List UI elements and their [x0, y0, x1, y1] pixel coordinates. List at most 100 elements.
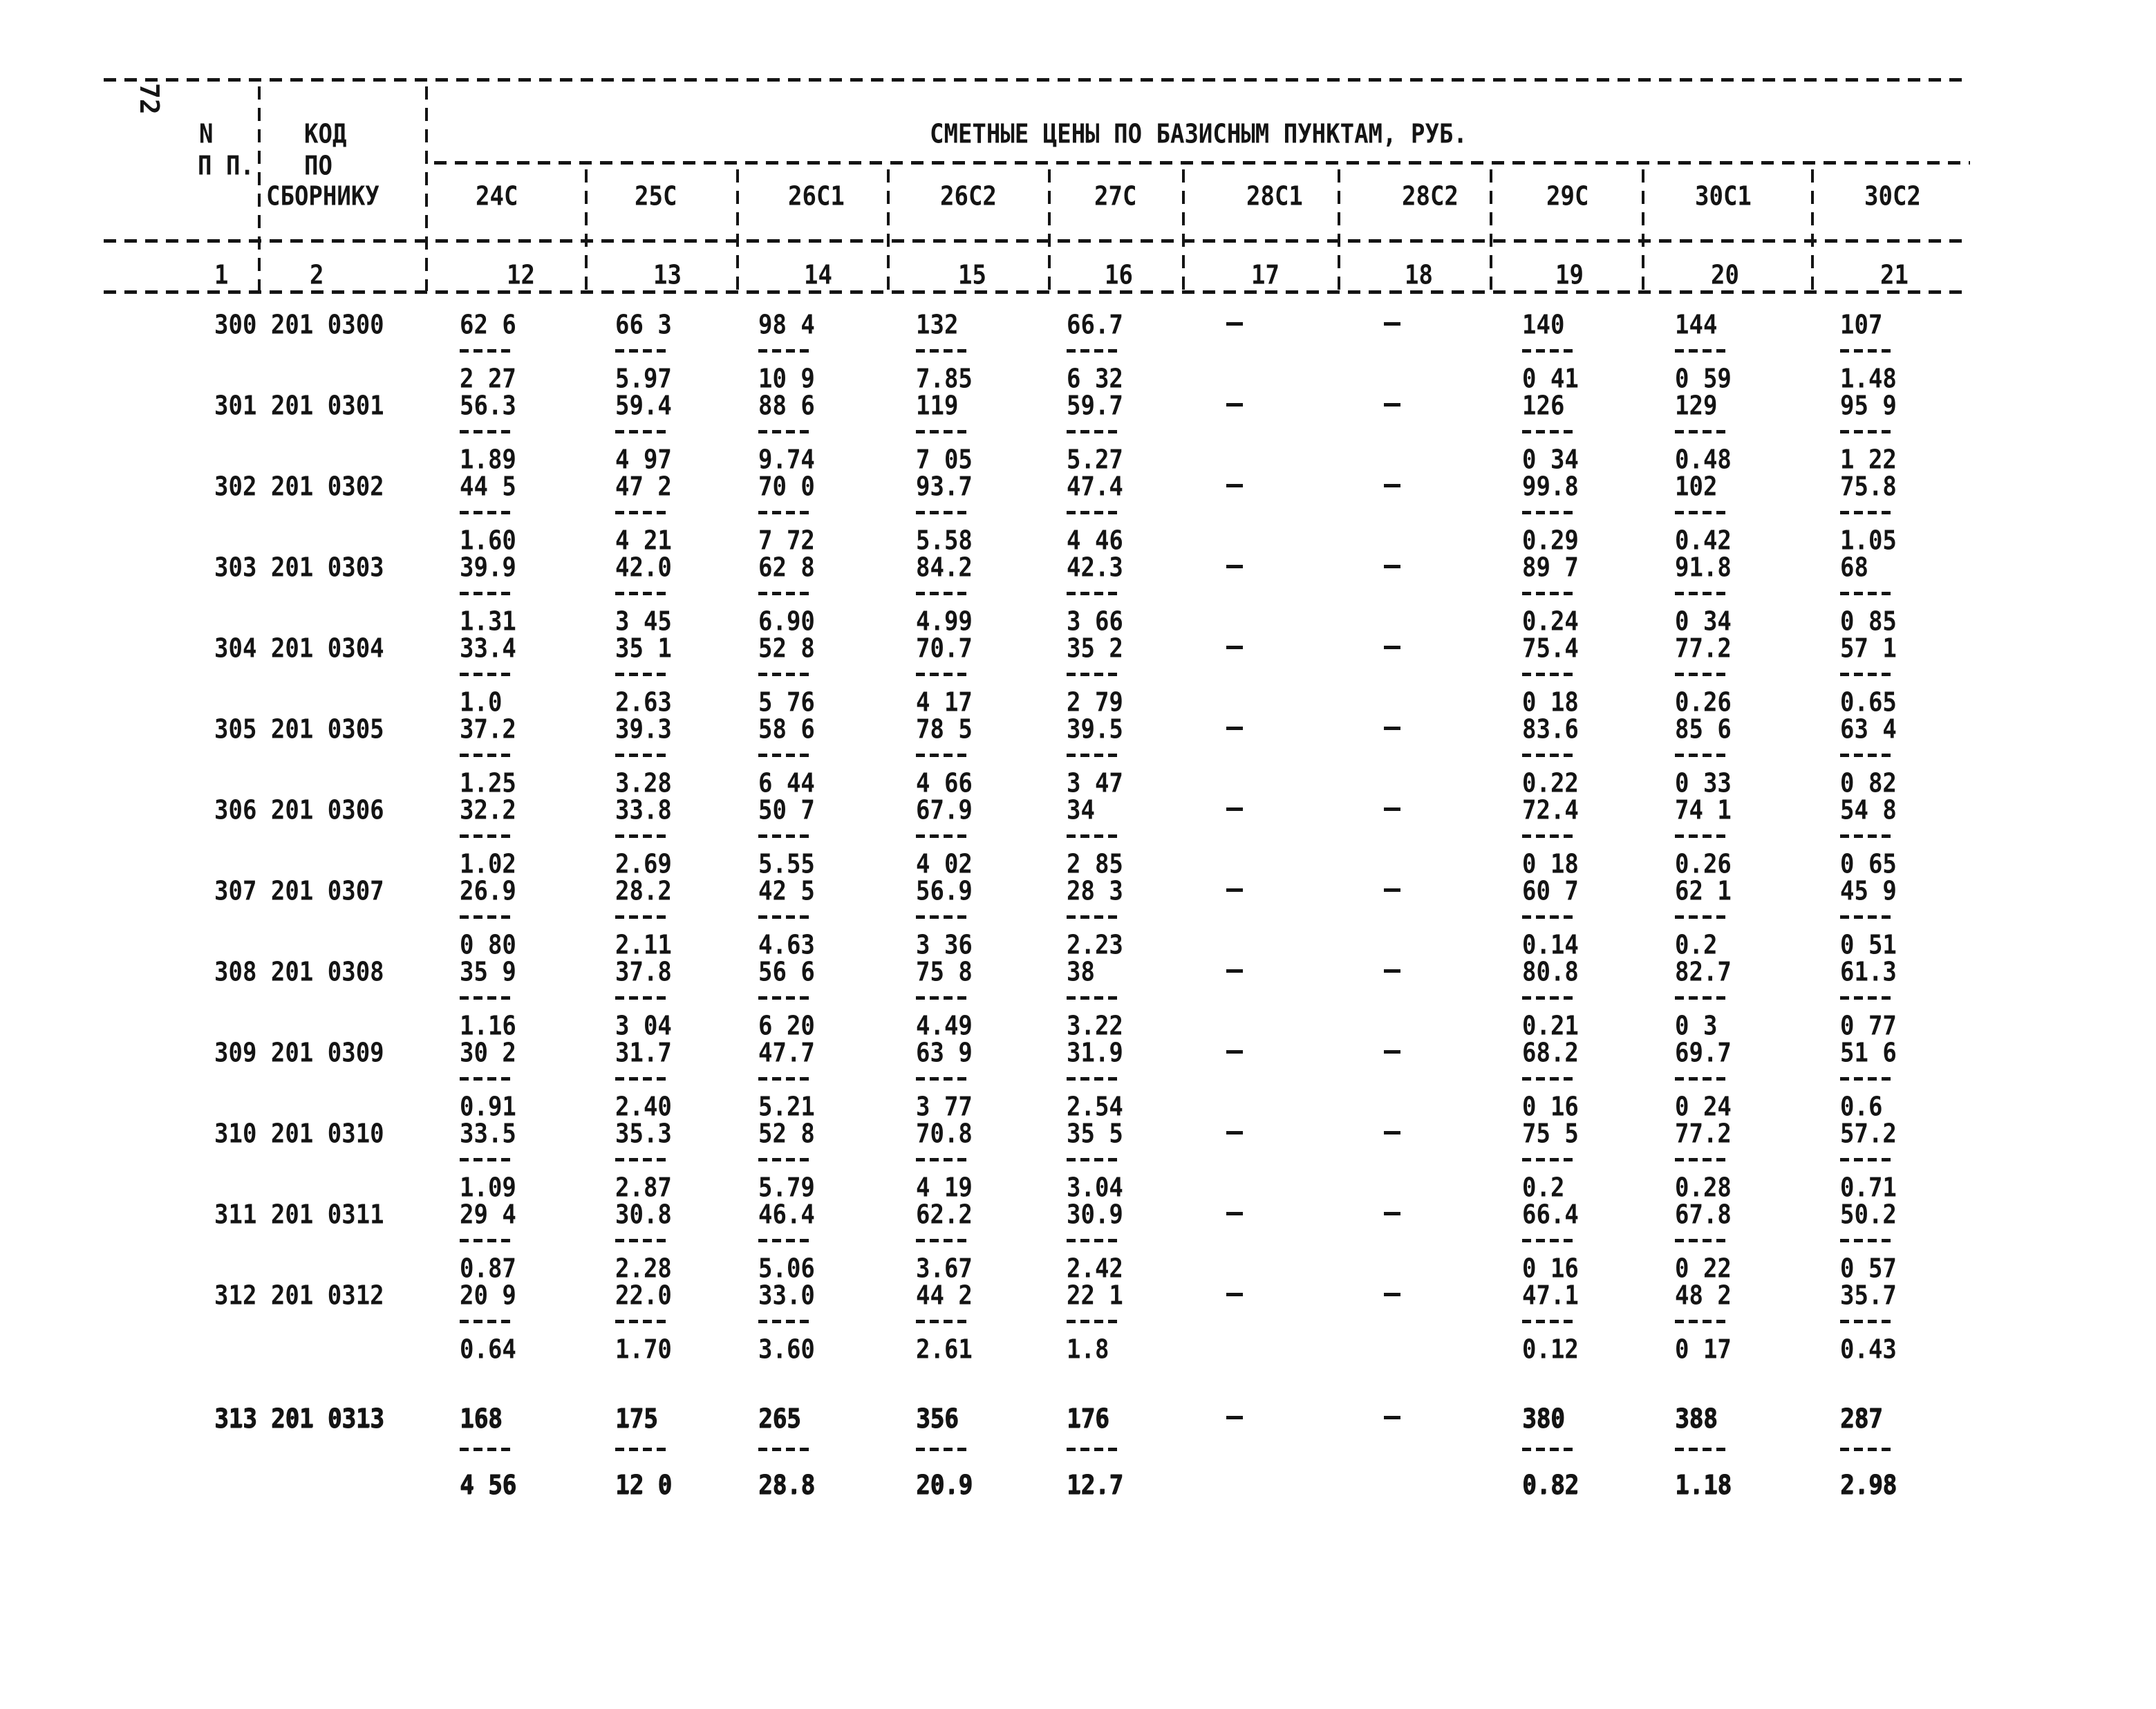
cell-top-value: 74 1 — [1675, 795, 1732, 826]
fraction-bar — [758, 349, 814, 353]
cell-top-value: 62.2 — [916, 1199, 973, 1231]
column-separator — [1490, 169, 1492, 291]
fraction-bar — [916, 1239, 971, 1242]
cell-bottom-value: 0 24 — [1675, 1092, 1732, 1123]
cell-bottom-value: 0 17 — [1675, 1334, 1732, 1365]
fraction-bar — [1675, 592, 1730, 595]
cell-top-value: 66.7 — [1067, 310, 1123, 341]
cell-bottom-value: 3.22 — [1067, 1011, 1123, 1042]
fraction-bar — [1522, 430, 1577, 433]
fraction-bar — [1067, 1158, 1122, 1161]
cell-bottom-value: 0.42 — [1675, 525, 1732, 557]
fraction-bar — [1840, 673, 1895, 676]
fraction-bar — [460, 1077, 515, 1081]
cell-top-value: 91.8 — [1675, 552, 1732, 583]
no-value-dash — [1384, 403, 1400, 407]
cell-bottom-value: 2.28 — [615, 1253, 672, 1285]
cell-top-value: 132 — [916, 310, 959, 341]
cell-top-value: 44 5 — [460, 471, 516, 503]
fraction-bar — [1067, 349, 1122, 353]
no-value-dash — [1226, 727, 1243, 730]
cell-top-value: 44 2 — [916, 1280, 973, 1311]
cell-bottom-value: 20.9 — [916, 1470, 973, 1501]
cell-top-value: 93.7 — [916, 471, 973, 503]
price-column-index-15: 15 — [958, 260, 986, 291]
no-value-dash — [1384, 969, 1400, 973]
cell-bottom-value: 28.8 — [758, 1470, 815, 1501]
cell-bottom-value: 2.69 — [615, 849, 672, 880]
cell-bottom-value: 4 19 — [916, 1173, 973, 1204]
fraction-bar — [615, 511, 671, 514]
row-id: 300 201 0300 — [214, 310, 384, 341]
cell-bottom-value: 0 22 — [1675, 1253, 1732, 1285]
fraction-bar — [1522, 834, 1577, 838]
cell-bottom-value: 2.54 — [1067, 1092, 1123, 1123]
cell-top-value: 56 6 — [758, 957, 815, 988]
cell-bottom-value: 4 46 — [1067, 525, 1123, 557]
price-column-index-16: 16 — [1105, 260, 1133, 291]
cell-top-value: 33.0 — [758, 1280, 815, 1311]
cell-top-value: 59.7 — [1067, 391, 1123, 422]
fraction-bar — [1675, 915, 1730, 919]
price-column-header-28С1: 28С1 — [1246, 181, 1303, 212]
cell-bottom-value: 3.67 — [916, 1253, 973, 1285]
no-value-dash — [1226, 1212, 1243, 1215]
cell-bottom-value: 0 57 — [1840, 1253, 1897, 1285]
fraction-bar — [1840, 430, 1895, 433]
cell-bottom-value: 1.09 — [460, 1173, 516, 1204]
cell-bottom-value: 4.49 — [916, 1011, 973, 1042]
col-code-header-line3: СБОРНИКУ — [266, 181, 379, 212]
cell-bottom-value: 0.64 — [460, 1334, 516, 1365]
cell-top-value: 48 2 — [1675, 1280, 1732, 1311]
fraction-bar — [1675, 1320, 1730, 1323]
cell-bottom-value: 6.90 — [758, 606, 815, 637]
cell-bottom-value: 6 44 — [758, 768, 815, 799]
fraction-bar — [1840, 996, 1895, 1000]
no-value-dash — [1384, 1293, 1400, 1296]
cell-top-value: 356 — [916, 1403, 959, 1435]
row-id: 313 201 0313 — [214, 1403, 384, 1435]
fraction-bar — [758, 673, 814, 676]
no-value-dash — [1384, 727, 1400, 730]
cell-bottom-value: 0 34 — [1522, 445, 1579, 476]
cell-bottom-value: 0.43 — [1840, 1334, 1897, 1365]
cell-bottom-value: 0 59 — [1675, 364, 1732, 395]
cell-bottom-value: 1 22 — [1840, 445, 1897, 476]
column-separator — [1182, 169, 1185, 291]
fraction-bar — [916, 1448, 971, 1451]
cell-bottom-value: 3 04 — [615, 1011, 672, 1042]
cell-bottom-value: 2 27 — [460, 364, 516, 395]
cell-bottom-value: 2.11 — [615, 930, 672, 961]
cell-bottom-value: 6 32 — [1067, 364, 1123, 395]
column-separator — [1642, 169, 1644, 291]
cell-top-value: 72.4 — [1522, 795, 1579, 826]
cell-bottom-value: 1.31 — [460, 606, 516, 637]
cell-top-value: 35 9 — [460, 957, 516, 988]
cell-bottom-value: 2 79 — [1067, 687, 1123, 718]
fraction-bar — [460, 915, 515, 919]
row-id: 304 201 0304 — [214, 633, 384, 664]
fraction-bar — [758, 834, 814, 838]
cell-top-value: 39.5 — [1067, 714, 1123, 745]
price-column-index-17: 17 — [1251, 260, 1279, 291]
fraction-bar — [758, 996, 814, 1000]
cell-bottom-value: 0 77 — [1840, 1011, 1897, 1042]
cell-top-value: 95 9 — [1840, 391, 1897, 422]
fraction-bar — [460, 1448, 515, 1451]
cell-bottom-value: 5.06 — [758, 1253, 815, 1285]
fraction-bar — [615, 834, 671, 838]
cell-top-value: 22.0 — [615, 1280, 672, 1311]
cell-top-value: 62 6 — [460, 310, 516, 341]
fraction-bar — [758, 1448, 814, 1451]
fraction-bar — [916, 592, 971, 595]
cell-top-value: 39.3 — [615, 714, 672, 745]
cell-top-value: 98 4 — [758, 310, 815, 341]
price-column-header-30С1: 30С1 — [1695, 181, 1752, 212]
cell-bottom-value: 2.98 — [1840, 1470, 1897, 1501]
fraction-bar — [1067, 511, 1122, 514]
cell-top-value: 68 — [1840, 552, 1868, 583]
cell-top-value: 265 — [758, 1403, 801, 1435]
cell-top-value: 380 — [1522, 1403, 1565, 1435]
fraction-bar — [1067, 673, 1122, 676]
fraction-bar — [1675, 1077, 1730, 1081]
